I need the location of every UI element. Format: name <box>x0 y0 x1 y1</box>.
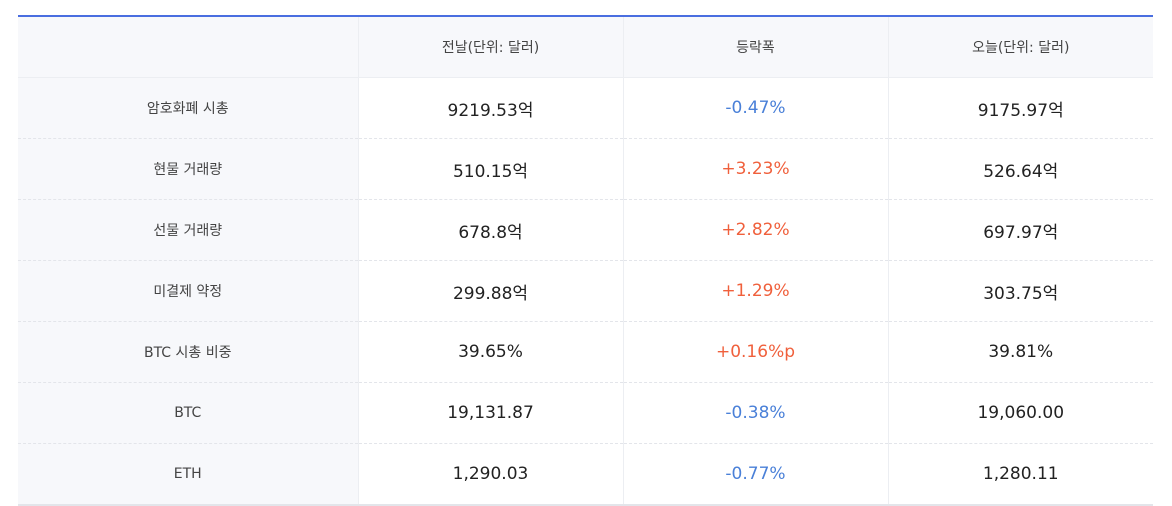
change-value: +3.23% <box>623 138 889 200</box>
previous-value: 510.15억 <box>358 138 624 200</box>
table-row: 현물 거래량 510.15억 +3.23% 526.64억 <box>18 138 1153 200</box>
table-row: 미결제 약정 299.88억 +1.29% 303.75억 <box>18 260 1153 322</box>
today-value: 39.81% <box>888 321 1153 383</box>
header-change: 등락폭 <box>623 16 889 78</box>
row-label: BTC 시총 비중 <box>18 321 359 383</box>
previous-value: 9219.53억 <box>358 77 624 139</box>
market-summary-table: 전날(단위: 달러) 등락폭 오늘(단위: 달러) 암호화폐 시총 9219.5… <box>18 15 1153 506</box>
change-value: +1.29% <box>623 260 889 322</box>
header-metric <box>18 16 359 78</box>
today-value: 19,060.00 <box>888 382 1153 444</box>
table-row: 암호화폐 시총 9219.53억 -0.47% 9175.97억 <box>18 77 1153 139</box>
row-label: 현물 거래량 <box>18 138 359 200</box>
change-value: -0.77% <box>623 443 889 506</box>
market-summary-table-container: 전날(단위: 달러) 등락폭 오늘(단위: 달러) 암호화폐 시총 9219.5… <box>18 15 1153 506</box>
change-value: -0.47% <box>623 77 889 139</box>
row-label: 미결제 약정 <box>18 260 359 322</box>
table-header-row: 전날(단위: 달러) 등락폭 오늘(단위: 달러) <box>18 16 1153 78</box>
today-value: 1,280.11 <box>888 443 1153 506</box>
row-label: ETH <box>18 443 359 506</box>
row-label: BTC <box>18 382 359 444</box>
today-value: 526.64억 <box>888 138 1153 200</box>
previous-value: 39.65% <box>358 321 624 383</box>
row-label: 선물 거래량 <box>18 199 359 261</box>
change-value: +0.16%p <box>623 321 889 383</box>
previous-value: 1,290.03 <box>358 443 624 506</box>
table-row: 선물 거래량 678.8억 +2.82% 697.97억 <box>18 199 1153 261</box>
today-value: 697.97억 <box>888 199 1153 261</box>
row-label: 암호화폐 시총 <box>18 77 359 139</box>
change-value: -0.38% <box>623 382 889 444</box>
previous-value: 19,131.87 <box>358 382 624 444</box>
table-row: BTC 시총 비중 39.65% +0.16%p 39.81% <box>18 321 1153 383</box>
header-previous-day: 전날(단위: 달러) <box>358 16 624 78</box>
table-row: BTC 19,131.87 -0.38% 19,060.00 <box>18 382 1153 444</box>
today-value: 9175.97억 <box>888 77 1153 139</box>
previous-value: 299.88억 <box>358 260 624 322</box>
previous-value: 678.8억 <box>358 199 624 261</box>
table-row: ETH 1,290.03 -0.77% 1,280.11 <box>18 443 1153 506</box>
today-value: 303.75억 <box>888 260 1153 322</box>
header-today: 오늘(단위: 달러) <box>888 16 1153 78</box>
change-value: +2.82% <box>623 199 889 261</box>
